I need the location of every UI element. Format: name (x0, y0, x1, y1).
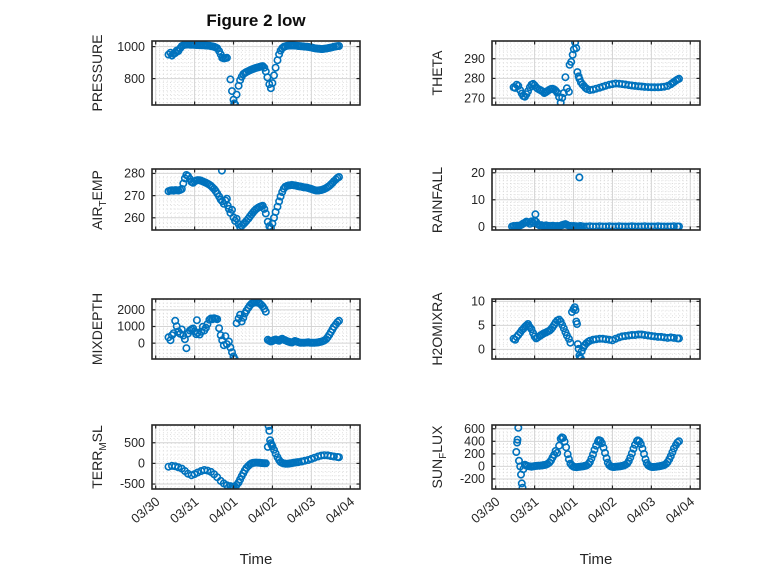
ytick-label-sun_flux: 600 (464, 422, 485, 436)
axes-box-mixdepth (151, 298, 361, 360)
tick-marks (492, 299, 700, 359)
ytick-label-theta: 270 (464, 91, 485, 105)
ytick-label-rainfall: 10 (471, 193, 485, 207)
xlabel-time-left: Time (239, 551, 273, 568)
ytick-label-terr_msl: -500 (120, 477, 145, 491)
tick-marks (492, 425, 700, 489)
xtick-label-sun_flux: 03/30 (468, 494, 503, 526)
tick-marks (152, 41, 360, 105)
mixdepth-points (164, 299, 343, 359)
ytick-label-pressure: 1000 (117, 40, 145, 54)
tick-marks (492, 169, 700, 230)
ytick-label-rainfall: 20 (471, 166, 485, 180)
xtick-label-terr_msl: 03/31 (167, 494, 202, 526)
xtick-label-terr_msl: 04/02 (245, 494, 280, 526)
ytick-label-air_temp: 280 (124, 167, 145, 181)
pressure-points (164, 41, 343, 105)
minor-grid (492, 169, 700, 230)
xtick-label-terr_msl: 04/03 (284, 494, 319, 526)
axes-box-air_temp (151, 168, 361, 231)
major-grid (152, 425, 360, 489)
ytick-label-mixdepth: 1000 (117, 320, 145, 334)
ytick-label-mixdepth: 2000 (117, 303, 145, 317)
xtick-label-sun_flux: 03/31 (507, 494, 542, 526)
axes-box-theta (491, 40, 701, 106)
subplot-air_temp: 260 270 280 (124, 167, 361, 231)
ytick-label-sun_flux: 400 (464, 435, 485, 449)
tick-marks (152, 169, 360, 230)
ytick-label-h2omixra: 0 (478, 343, 485, 357)
ylabel-terr_msl: TERRMSL (89, 425, 109, 489)
theta-points (509, 41, 683, 105)
xtick-label-terr_msl: 04/04 (323, 494, 358, 526)
subplot-rainfall: 0 10 20 (471, 166, 701, 234)
major-grid (152, 299, 360, 359)
tick-marks (152, 425, 360, 489)
figure-title: Figure 2 low (206, 11, 306, 30)
ytick-label-mixdepth: 0 (138, 336, 145, 350)
ytick-label-sun_flux: -200 (460, 472, 485, 486)
air_temp-points (164, 169, 343, 230)
subplot-terr_msl: -500 0 500 03/30 03/31 04/01 04/02 04/03 04/04 (120, 424, 361, 526)
xtick-label-sun_flux: 04/03 (624, 494, 659, 526)
ytick-label-h2omixra: 10 (471, 295, 485, 309)
xtick-label-terr_msl: 03/30 (128, 494, 163, 526)
ytick-label-theta: 280 (464, 72, 485, 86)
sun_flux-points (512, 425, 683, 489)
axes-box-terr_msl (151, 424, 361, 490)
terr_msl-points (164, 425, 343, 489)
subplot-theta: 270 280 290 (464, 40, 701, 106)
major-grid (492, 41, 700, 105)
ytick-label-h2omixra: 5 (478, 319, 485, 333)
h2omixra-points (509, 303, 683, 359)
xtick-label-terr_msl: 04/01 (206, 494, 241, 526)
ytick-label-pressure: 800 (124, 72, 145, 86)
tick-marks (492, 41, 700, 105)
ytick-label-rainfall: 0 (478, 220, 485, 234)
ytick-label-terr_msl: 500 (124, 436, 145, 450)
xtick-label-sun_flux: 04/01 (546, 494, 581, 526)
subplot-mixdepth: 0 1000 2000 (117, 298, 361, 360)
tick-marks (152, 299, 360, 359)
xtick-label-sun_flux: 04/02 (585, 494, 620, 526)
xtick-label-sun_flux: 04/04 (663, 494, 698, 526)
ytick-label-theta: 290 (464, 52, 485, 66)
ytick-label-terr_msl: 0 (138, 457, 145, 471)
ytick-label-air_temp: 270 (124, 189, 145, 203)
minor-grid (152, 41, 360, 105)
subplot-pressure: 800 1000 (117, 40, 361, 106)
rainfall-points (508, 173, 683, 230)
axes-box-pressure (151, 40, 361, 106)
ytick-label-air_temp: 260 (124, 211, 145, 225)
ytick-label-sun_flux: 200 (464, 447, 485, 461)
subplot-h2omixra: 0 5 10 (471, 295, 701, 360)
axes-box-h2omixra (491, 298, 701, 360)
minor-grid (152, 425, 360, 489)
axes-box-sun_flux (491, 424, 701, 490)
xlabel-time-right: Time (579, 551, 613, 568)
ylabel-sun_flux: SUNFLUX (429, 425, 449, 489)
ytick-label-sun_flux: 0 (478, 460, 485, 474)
